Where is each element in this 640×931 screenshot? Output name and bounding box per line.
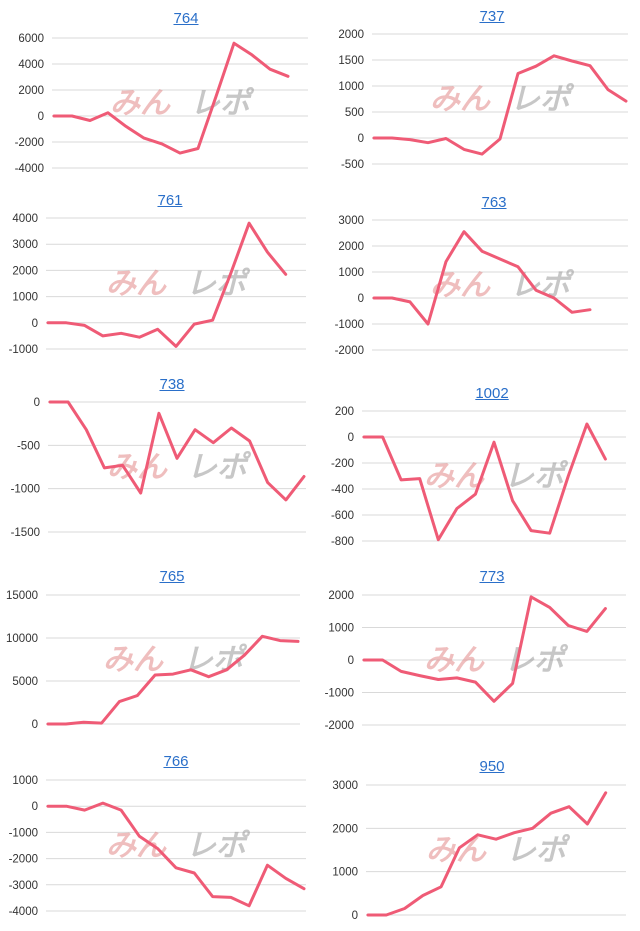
series-line (48, 400, 306, 502)
y-tick-label: -500 (341, 159, 364, 171)
y-tick-label: -1500 (11, 527, 40, 539)
watermark-logo: レポ (190, 86, 255, 121)
y-tick-label: -1000 (9, 827, 38, 839)
y-tick-label: -1000 (325, 688, 354, 700)
y-tick-label: 1000 (338, 81, 364, 93)
y-tick-label: -1000 (335, 319, 364, 331)
y-tick-label: -1000 (9, 344, 38, 356)
chart-panel-950: 950 3000 2000 1000 0 みん レポ (320, 758, 640, 928)
chart-panel-763: 763 3000 2000 1000 0 -1000 -2000 みん レポ (320, 194, 640, 369)
y-tick-label: -200 (331, 458, 354, 470)
chart-panel-766: 766 1000 0 -1000 -2000 -3000 -4000 みん レポ (0, 753, 320, 928)
chart-title-link[interactable]: 761 (157, 192, 183, 209)
chart-title-link[interactable]: 765 (159, 568, 185, 585)
y-tick-label: -2000 (15, 137, 44, 149)
y-tick-label: 0 (32, 801, 38, 813)
watermark-logo: レポ (187, 450, 252, 485)
y-tick-label: 2000 (328, 590, 354, 602)
chart-title-link[interactable]: 763 (481, 194, 507, 211)
y-tick-label: 2000 (338, 29, 364, 41)
chart-title-link[interactable]: 764 (173, 10, 199, 27)
watermark-logo: レポ (506, 833, 571, 868)
y-tick-label: 1000 (338, 267, 364, 279)
chart-panel-764: 764 6000 4000 2000 0 -2000 -4000 みん レポ (0, 10, 320, 185)
y-tick-label: -400 (331, 484, 354, 496)
y-tick-label: -3000 (9, 880, 38, 892)
y-tick-label: -800 (331, 536, 354, 548)
watermark-logo: みん (106, 267, 167, 302)
y-tick-label: 0 (358, 133, 364, 145)
chart-panel-761: 761 4000 3000 2000 1000 0 -1000 みん レポ (0, 192, 320, 367)
y-tick-label: 0 (32, 719, 38, 731)
y-tick-label: 2000 (332, 823, 358, 835)
watermark-logo: みん (110, 86, 171, 121)
y-tick-label: -2000 (325, 720, 354, 732)
chart-panel-765: 765 15000 10000 5000 0 みん レポ (0, 568, 320, 743)
series-line (366, 791, 608, 917)
y-tick-label: 2000 (18, 85, 44, 97)
y-tick-label: 0 (358, 293, 364, 305)
watermark-logo: レポ (504, 459, 569, 494)
y-tick-label: 0 (32, 318, 38, 330)
y-tick-label: -4000 (9, 906, 38, 918)
watermark-logo: みん (424, 459, 485, 494)
chart-title-link[interactable]: 738 (159, 376, 185, 393)
series-line (362, 595, 607, 703)
y-tick-label: 0 (352, 910, 358, 922)
series-line (46, 634, 300, 726)
series-line (372, 230, 592, 326)
watermark-logo: レポ (186, 267, 251, 302)
chart-title-link[interactable]: 1002 (475, 385, 509, 402)
y-tick-label: 0 (38, 111, 44, 123)
y-tick-label: 4000 (12, 213, 38, 225)
y-tick-label: 6000 (18, 33, 44, 45)
series-line (46, 801, 306, 908)
series-line (372, 54, 628, 156)
y-tick-label: 200 (335, 406, 354, 418)
y-tick-label: 1500 (338, 55, 364, 67)
watermark-logo: レポ (186, 829, 251, 864)
y-tick-label: -500 (17, 440, 40, 452)
watermark-logo: レポ (510, 268, 575, 303)
y-tick-label: 1000 (328, 623, 354, 635)
watermark-logo: みん (430, 82, 491, 117)
y-tick-label: -2000 (335, 345, 364, 357)
chart-title-link[interactable]: 737 (479, 8, 505, 25)
y-tick-label: 0 (34, 397, 40, 409)
chart-panel-737: 737 2000 1500 1000 500 0 -500 みん レポ (320, 8, 640, 183)
y-tick-label: 10000 (6, 633, 38, 645)
series-line (52, 41, 290, 155)
chart-panel-773: 773 2000 1000 0 -1000 -2000 みん レポ (320, 568, 640, 743)
y-tick-label: 1000 (332, 867, 358, 879)
y-tick-label: 5000 (12, 676, 38, 688)
watermark-logo: みん (103, 643, 164, 678)
y-tick-label: 500 (345, 107, 364, 119)
y-tick-label: 0 (348, 655, 354, 667)
y-tick-label: 1000 (12, 292, 38, 304)
chart-panel-1002: 1002 200 0 -200 -400 -600 -800 みん レポ (320, 385, 640, 560)
y-tick-label: 0 (348, 432, 354, 444)
y-tick-label: 3000 (12, 239, 38, 251)
y-tick-label: -1000 (11, 484, 40, 496)
y-tick-label: -600 (331, 510, 354, 522)
series-line (362, 422, 607, 542)
y-tick-label: 4000 (18, 59, 44, 71)
y-tick-label: 3000 (338, 215, 364, 227)
y-tick-label: 15000 (6, 590, 38, 602)
chart-title-link[interactable]: 950 (479, 758, 505, 775)
watermark-logo: みん (424, 643, 485, 678)
y-tick-label: 3000 (332, 780, 358, 792)
watermark-logo: レポ (510, 82, 575, 117)
y-tick-label: 2000 (12, 265, 38, 277)
y-tick-label: -4000 (15, 163, 44, 175)
chart-title-link[interactable]: 773 (479, 568, 505, 585)
chart-panel-738: 738 0 -500 -1000 -1500 みん レポ (0, 376, 320, 551)
y-tick-label: -2000 (9, 854, 38, 866)
y-tick-label: 1000 (12, 775, 38, 787)
chart-title-link[interactable]: 766 (163, 753, 189, 770)
y-tick-label: 2000 (338, 241, 364, 253)
series-line (46, 221, 288, 348)
